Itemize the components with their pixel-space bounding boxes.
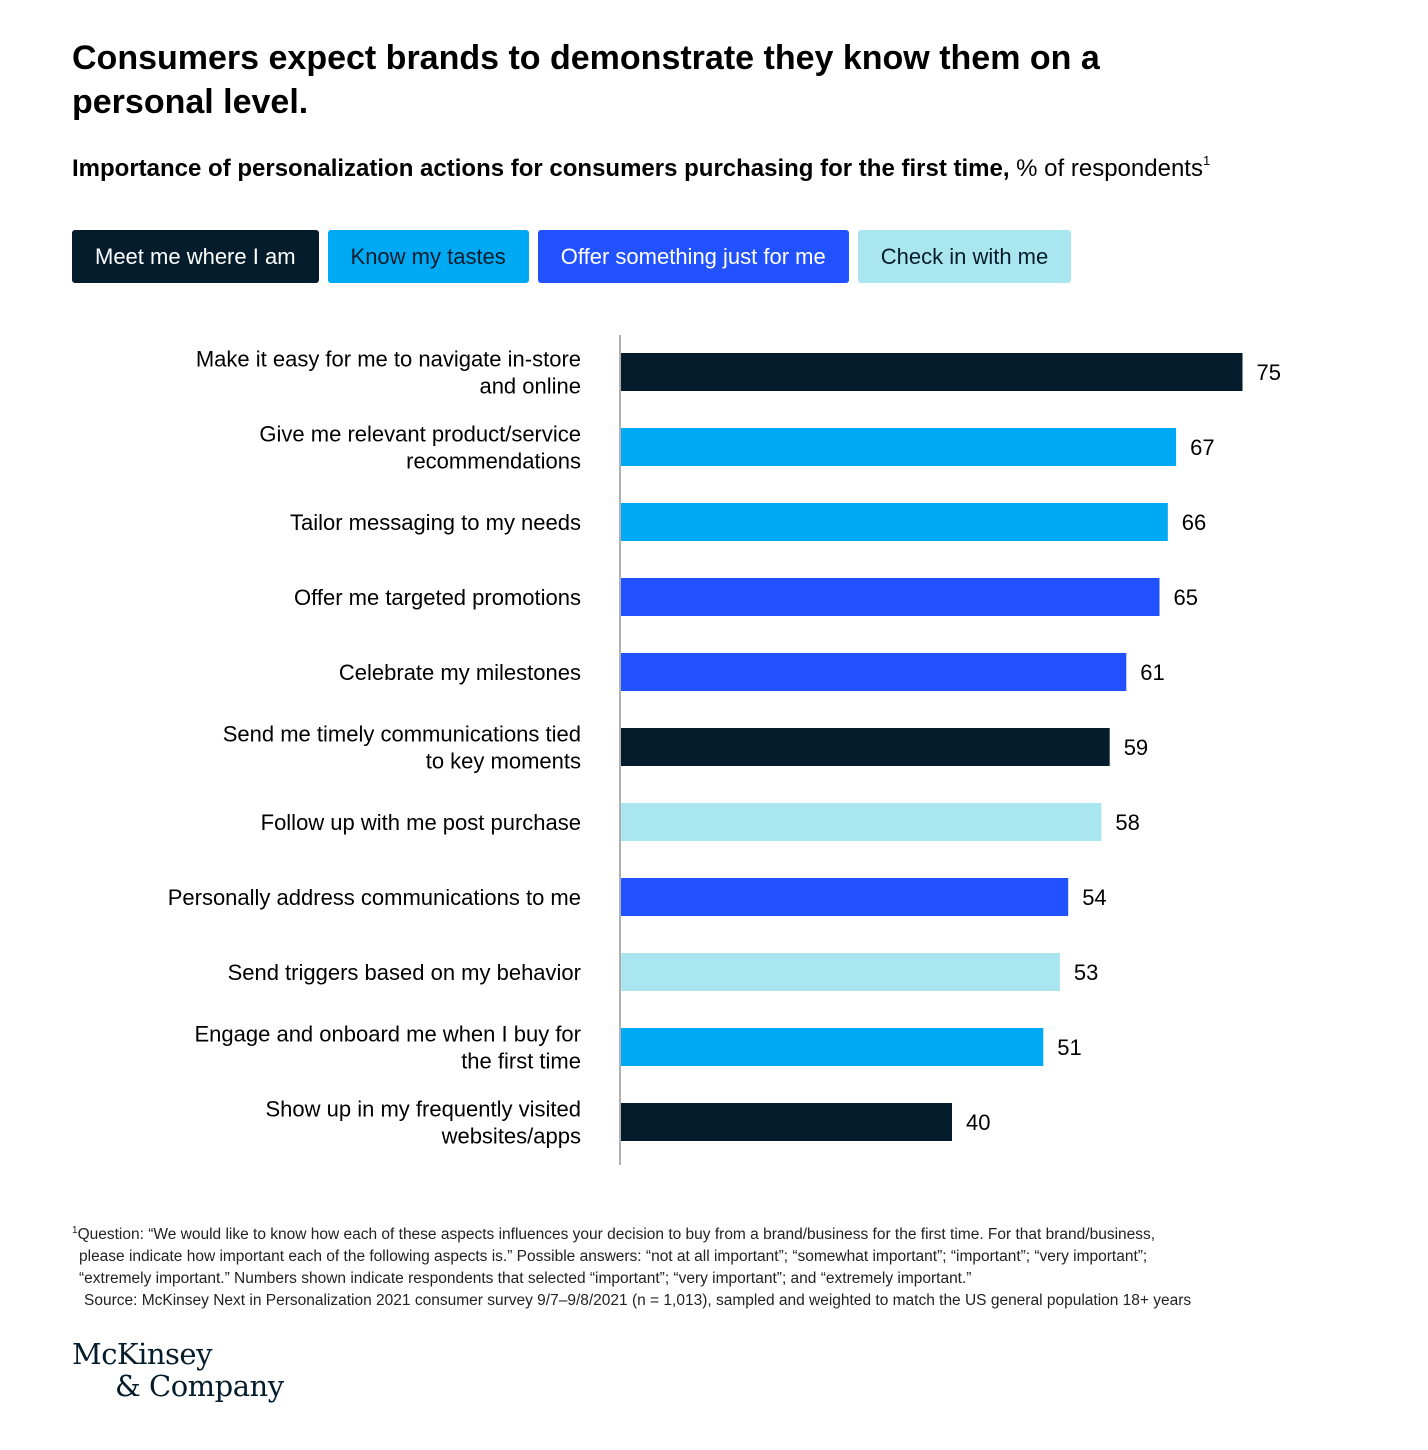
legend-meet-me-where-i-am[interactable]: Meet me where I am — [72, 230, 319, 283]
category-label: Tailor messaging to my needs — [290, 510, 581, 535]
value-label: 65 — [1174, 585, 1198, 610]
subtitle-footnote-mark: 1 — [1202, 153, 1211, 168]
bar — [620, 1028, 1044, 1066]
category-label: Follow up with me post purchase — [261, 810, 581, 835]
value-label: 66 — [1182, 510, 1206, 535]
bar — [620, 353, 1243, 391]
category-label: Send triggers based on my behavior — [228, 960, 581, 985]
legend: Meet me where I am Know my tastes Offer … — [72, 230, 1072, 283]
value-label: 67 — [1190, 435, 1214, 460]
category-label: Send me timely communications tied to key… — [223, 722, 581, 774]
subtitle-bold: Importance of personalization actions fo… — [72, 155, 1010, 182]
mckinsey-logo: McKinsey & Company — [72, 1338, 284, 1402]
bar-chart: 75 Make it easy for me to navigate in-sto… — [168, 335, 1281, 1165]
value-label: 54 — [1082, 885, 1106, 910]
chart-subtitle: Importance of personalization actions fo… — [72, 154, 1210, 184]
value-label: 40 — [966, 1110, 990, 1135]
category-label: Offer me targeted promotions — [294, 585, 581, 610]
source-note: Source: McKinsey Next in Personalization… — [84, 1292, 1192, 1309]
bar — [620, 428, 1177, 466]
bar — [620, 878, 1069, 916]
logo-line-1: McKinsey — [72, 1337, 212, 1371]
value-label: 53 — [1074, 960, 1098, 985]
footnote-mark: 1 — [72, 1225, 78, 1236]
value-label: 75 — [1257, 360, 1281, 385]
bar — [620, 728, 1110, 766]
legend-know-my-tastes[interactable]: Know my tastes — [327, 230, 529, 283]
footnote-line: 1Question: “We would like to know how ea… — [72, 1225, 1156, 1244]
category-label: Celebrate my milestones — [339, 660, 581, 685]
footnote: 1Question: “We would like to know how ea… — [72, 1224, 1372, 1312]
chart-title: Consumers expect brands to demonstrate t… — [72, 39, 1100, 121]
bar — [620, 953, 1060, 991]
bar — [620, 578, 1160, 616]
bar — [620, 503, 1168, 541]
logo-line-2: & Company — [115, 1369, 284, 1403]
bar — [620, 653, 1127, 691]
category-label: Show up in my frequently visited websites… — [266, 1097, 582, 1149]
bar — [620, 803, 1102, 841]
footnote-line: please indicate how important each of th… — [79, 1248, 1148, 1265]
category-label: Personally address communications to me — [168, 885, 581, 910]
bar — [620, 1103, 952, 1141]
value-label: 58 — [1115, 810, 1139, 835]
legend-check-in-with-me[interactable]: Check in with me — [857, 230, 1072, 283]
value-label: 51 — [1057, 1035, 1081, 1060]
category-label: Engage and onboard me when I buy for the … — [195, 1022, 582, 1074]
category-label: Make it easy for me to navigate in-store… — [196, 347, 581, 399]
subtitle-unit: % of respondents — [1016, 155, 1203, 182]
legend-offer-something-just-for-me[interactable]: Offer something just for me — [537, 230, 849, 283]
footnote-line: “extremely important.” Numbers shown ind… — [79, 1270, 972, 1287]
category-label: Give me relevant product/service recommen… — [259, 422, 581, 474]
value-label: 59 — [1124, 735, 1148, 760]
value-label: 61 — [1140, 660, 1164, 685]
